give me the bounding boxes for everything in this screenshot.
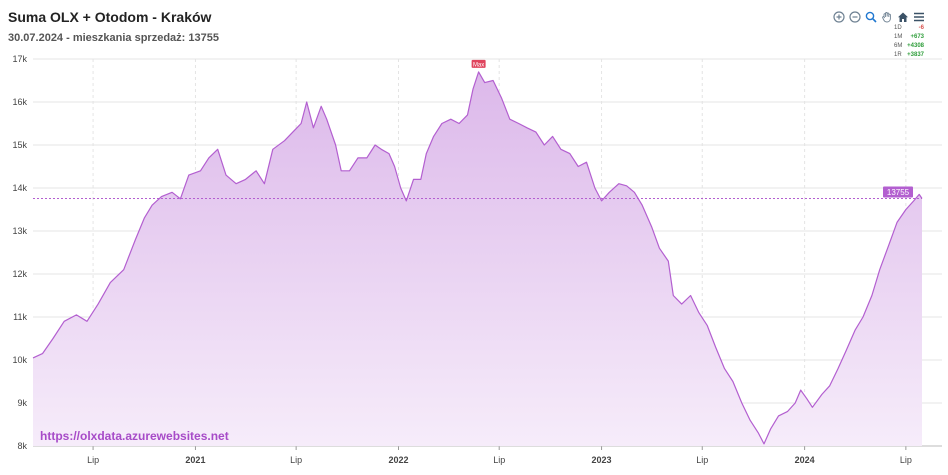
change-row-1m: 1M +673 bbox=[894, 34, 924, 40]
annotations: 13755 Max bbox=[33, 59, 922, 200]
pan-hand-icon[interactable] bbox=[880, 10, 894, 24]
area-fill bbox=[33, 71, 922, 447]
change-row-1d: 1D -6 bbox=[894, 25, 924, 31]
y-tick-label: 16k bbox=[12, 97, 27, 107]
y-tick-label: 17k bbox=[12, 54, 27, 64]
x-tick-label: 2021 bbox=[185, 455, 205, 465]
y-tick-label: 11k bbox=[13, 312, 27, 322]
home-icon[interactable] bbox=[896, 10, 910, 24]
y-axis-labels: 8k 9k 10k 11k 12k 13k 14k 15k 16k 17k bbox=[12, 54, 27, 451]
watermark-url: https://olxdata.azurewebsites.net bbox=[40, 429, 229, 443]
series-line bbox=[32, 71, 923, 445]
y-tick-label: 15k bbox=[12, 140, 27, 150]
x-tick-label: 2024 bbox=[795, 455, 815, 465]
max-badge bbox=[471, 59, 486, 68]
chart-title: Suma OLX + Otodom - Kraków bbox=[8, 9, 212, 25]
zoom-out-icon[interactable] bbox=[848, 10, 862, 24]
x-tick-label: Lip bbox=[87, 455, 99, 465]
x-tick-label: Lip bbox=[493, 455, 505, 465]
y-tick-label: 10k bbox=[12, 355, 27, 365]
x-tick-label: Lip bbox=[900, 455, 912, 465]
y-tick-label: 9k bbox=[17, 398, 27, 408]
x-tick-label: 2022 bbox=[388, 455, 408, 465]
x-tick-label: 2023 bbox=[592, 455, 612, 465]
change-row-6m: 6M +4308 bbox=[894, 43, 924, 49]
change-summary: 1D -6 1M +673 6M +4308 1R +3837 bbox=[894, 24, 924, 60]
x-tick-label: Lip bbox=[696, 455, 708, 465]
menu-icon[interactable] bbox=[912, 10, 926, 24]
zoom-in-icon[interactable] bbox=[832, 10, 846, 24]
series-area bbox=[32, 71, 923, 447]
max-label: Max bbox=[473, 62, 484, 68]
x-axis-labels: Lip 2021 Lip 2022 Lip 2023 Lip 2024 Lip bbox=[87, 455, 912, 465]
y-tick-label: 14k bbox=[12, 183, 27, 193]
y-tick-label: 8k bbox=[17, 441, 27, 451]
chart-toolbar bbox=[832, 10, 926, 24]
chart-subtitle: 30.07.2024 - mieszkania sprzedaż: 13755 bbox=[8, 32, 219, 44]
x-tick-label: Lip bbox=[290, 455, 302, 465]
y-tick-label: 13k bbox=[12, 226, 27, 236]
y-tick-label: 12k bbox=[12, 269, 27, 279]
last-value-label: 13755 bbox=[887, 188, 910, 197]
magnify-icon[interactable] bbox=[864, 10, 878, 24]
last-value-badge bbox=[883, 186, 913, 198]
change-row-1r: 1R +3837 bbox=[894, 52, 924, 58]
